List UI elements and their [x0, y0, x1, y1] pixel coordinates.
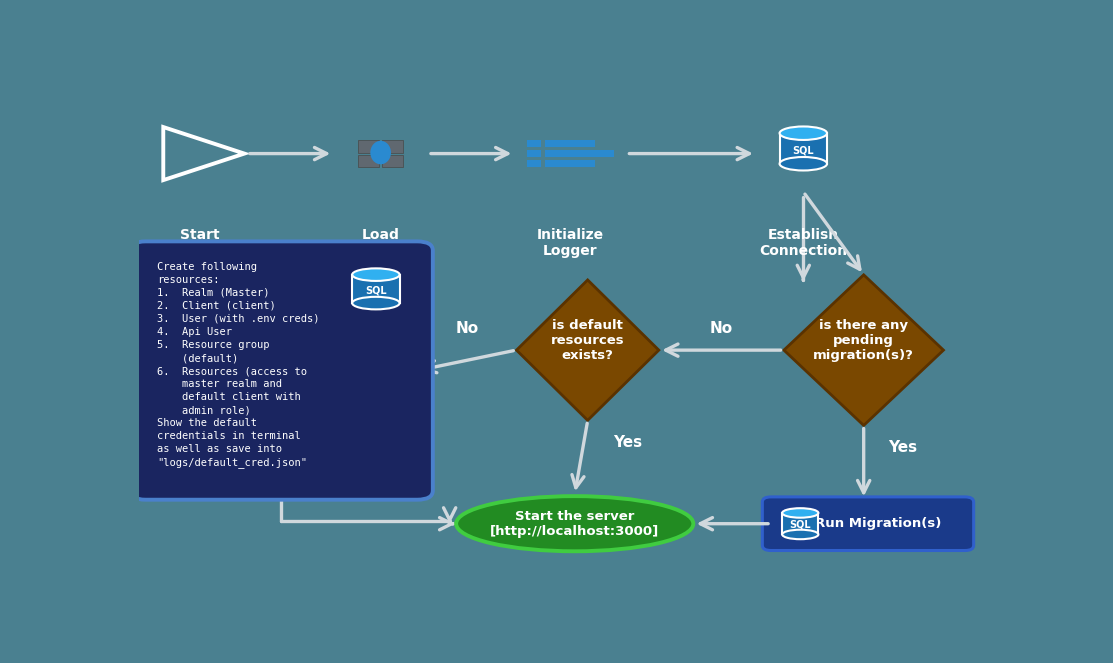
- Ellipse shape: [782, 509, 818, 518]
- FancyBboxPatch shape: [762, 497, 974, 550]
- FancyBboxPatch shape: [383, 141, 403, 152]
- Text: Initialize
Logger: Initialize Logger: [536, 227, 604, 258]
- FancyBboxPatch shape: [544, 160, 594, 167]
- FancyBboxPatch shape: [528, 151, 541, 157]
- FancyBboxPatch shape: [782, 513, 818, 534]
- Text: SQL: SQL: [365, 285, 386, 295]
- Polygon shape: [516, 280, 659, 420]
- Text: is default
resources
exists?: is default resources exists?: [551, 320, 624, 363]
- Text: Create following
resources:
1.  Realm (Master)
2.  Client (client)
3.  User (wit: Create following resources: 1. Realm (Ma…: [157, 262, 319, 468]
- Ellipse shape: [371, 141, 391, 164]
- FancyBboxPatch shape: [528, 140, 541, 147]
- Ellipse shape: [456, 496, 693, 551]
- Text: Run Migration(s): Run Migration(s): [815, 517, 942, 530]
- Text: No: No: [710, 321, 733, 336]
- Text: SQL: SQL: [789, 520, 811, 530]
- Ellipse shape: [779, 157, 827, 170]
- Text: is there any
pending
migration(s)?: is there any pending migration(s)?: [814, 320, 914, 363]
- FancyBboxPatch shape: [383, 154, 403, 167]
- Ellipse shape: [782, 530, 818, 539]
- FancyBboxPatch shape: [352, 274, 400, 303]
- FancyBboxPatch shape: [358, 141, 378, 152]
- FancyBboxPatch shape: [130, 241, 433, 500]
- Text: Start the server
[http://localhost:3000]: Start the server [http://localhost:3000]: [490, 510, 659, 538]
- FancyBboxPatch shape: [528, 160, 541, 167]
- FancyBboxPatch shape: [779, 133, 827, 164]
- FancyBboxPatch shape: [358, 154, 378, 167]
- FancyBboxPatch shape: [544, 140, 594, 147]
- Polygon shape: [784, 275, 944, 426]
- Ellipse shape: [779, 127, 827, 140]
- Ellipse shape: [352, 269, 400, 281]
- Text: Start
Container: Start Container: [161, 227, 238, 258]
- Text: Yes: Yes: [613, 434, 642, 450]
- Text: Yes: Yes: [888, 440, 917, 455]
- Text: SQL: SQL: [792, 145, 814, 155]
- Text: No: No: [455, 321, 479, 336]
- Ellipse shape: [352, 297, 400, 310]
- Text: Load
Environment: Load Environment: [331, 227, 431, 258]
- Text: Establish
Connection: Establish Connection: [759, 227, 847, 258]
- FancyBboxPatch shape: [544, 151, 613, 157]
